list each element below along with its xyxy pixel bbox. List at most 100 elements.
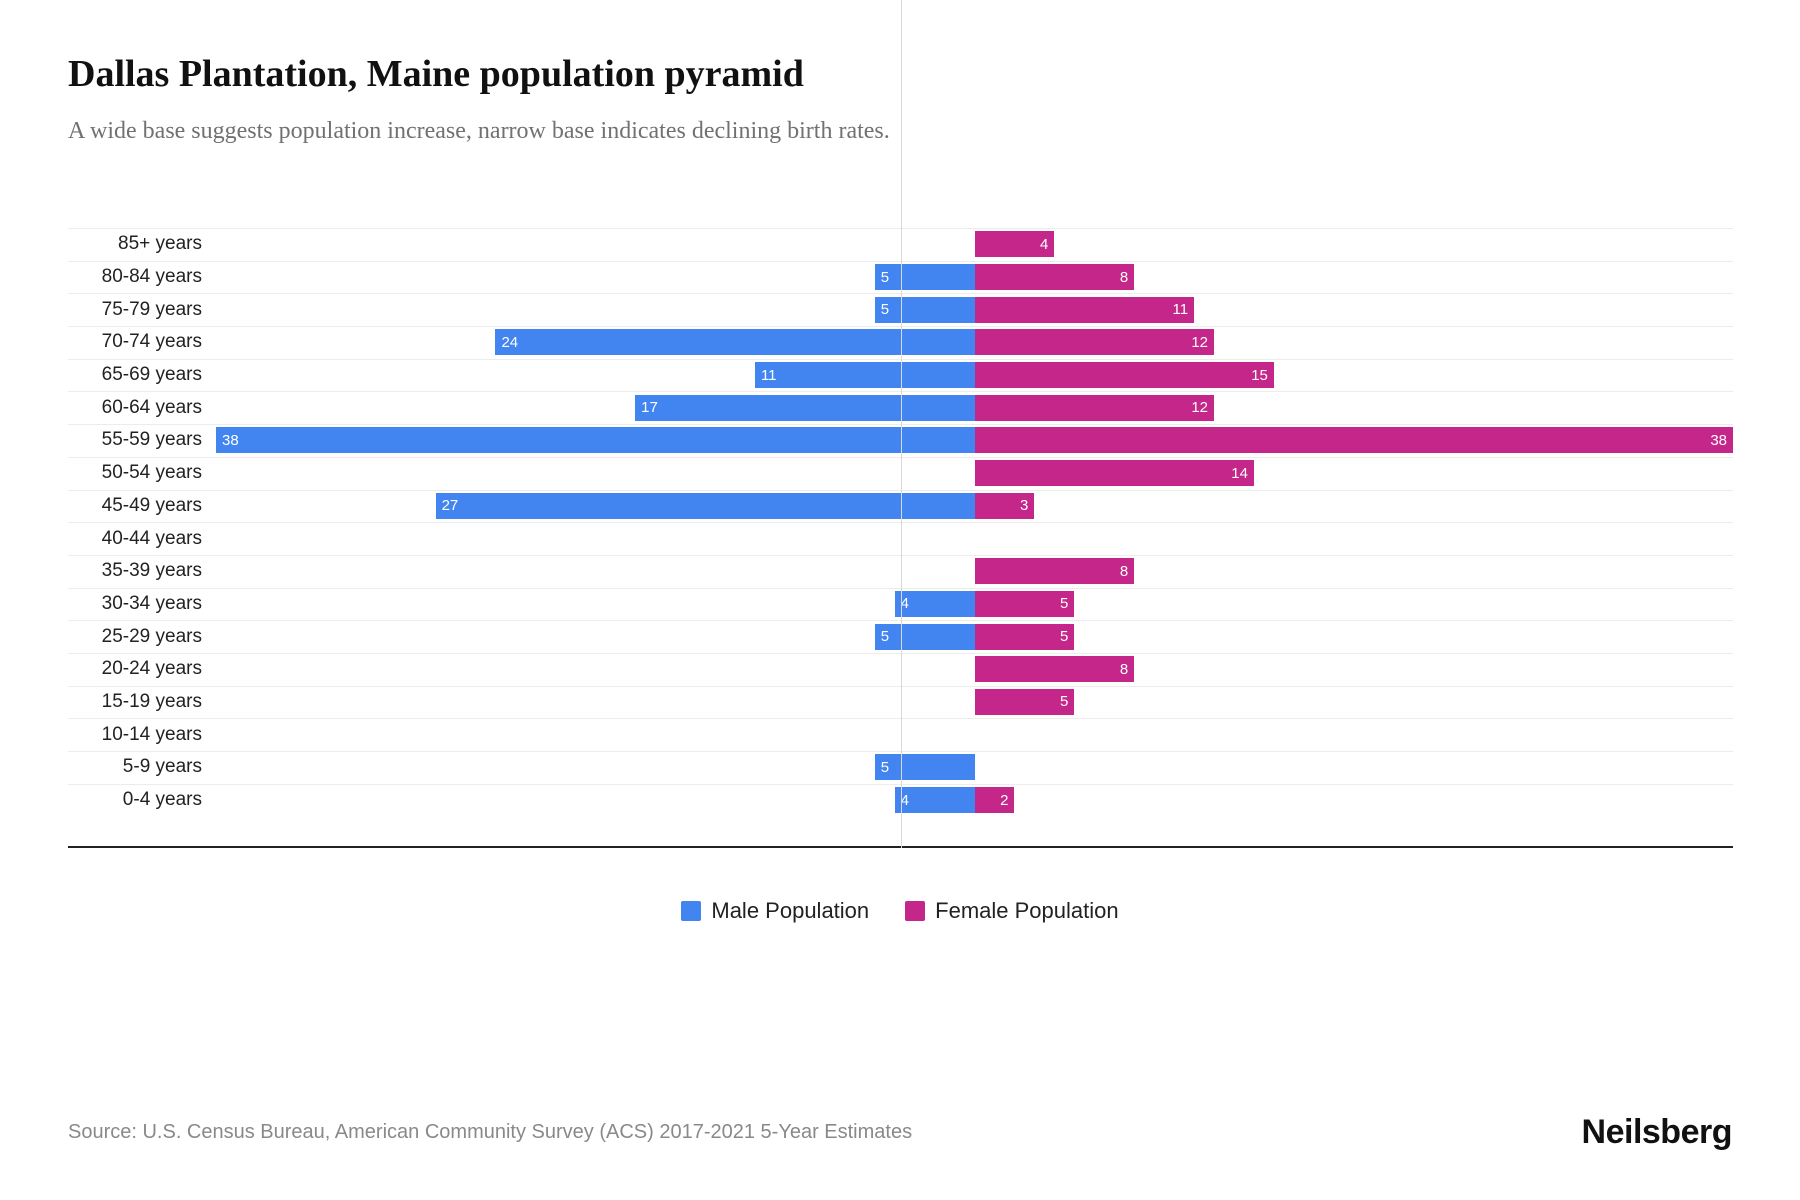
bar-wrap-14: 5 <box>216 686 1733 719</box>
female-bar-value-11: 5 <box>1060 596 1068 611</box>
female-bar-12[interactable]: 5 <box>975 624 1075 650</box>
female-bar-value-4: 15 <box>1251 368 1268 383</box>
legend-item-female: Female Population <box>905 898 1118 924</box>
female-half-1: 8 <box>975 261 1734 294</box>
female-bar-0[interactable]: 4 <box>975 231 1055 257</box>
female-half-7: 14 <box>975 457 1734 490</box>
male-bar-17[interactable]: 4 <box>895 787 975 813</box>
male-half-0 <box>216 228 975 261</box>
male-bar-value-3: 24 <box>501 335 518 350</box>
axis-wrap-14: 5 <box>216 686 1733 719</box>
male-bar-value-12: 5 <box>881 629 889 644</box>
female-bar-value-8: 3 <box>1020 498 1028 513</box>
axis-wrap-2: 5 11 <box>216 293 1733 326</box>
female-bar-value-6: 38 <box>1710 433 1727 448</box>
female-bar-11[interactable]: 5 <box>975 591 1075 617</box>
bar-wrap-2: 5 11 <box>216 293 1733 326</box>
bar-wrap-0: 4 <box>216 228 1733 261</box>
axis-wrap-4: 11 15 <box>216 359 1733 392</box>
female-bar-4[interactable]: 15 <box>975 362 1274 388</box>
bar-wrap-6: 38 38 <box>216 424 1733 457</box>
age-group-label-8: 45-49 years <box>68 495 216 517</box>
female-bar-value-7: 14 <box>1231 466 1248 481</box>
bar-wrap-5: 17 12 <box>216 391 1733 424</box>
female-half-14: 5 <box>975 686 1734 719</box>
legend-item-male: Male Population <box>681 898 869 924</box>
male-half-5: 17 <box>216 391 975 424</box>
female-bar-10[interactable]: 8 <box>975 558 1135 584</box>
female-bar-17[interactable]: 2 <box>975 787 1015 813</box>
female-color-swatch <box>905 901 925 921</box>
male-half-16: 5 <box>216 751 975 784</box>
female-bar-14[interactable]: 5 <box>975 689 1075 715</box>
male-bar-value-6: 38 <box>222 433 239 448</box>
female-bar-value-2: 11 <box>1172 302 1188 317</box>
female-half-11: 5 <box>975 588 1734 621</box>
age-group-label-9: 40-44 years <box>68 528 216 550</box>
bar-wrap-13: 8 <box>216 653 1733 686</box>
bar-wrap-4: 11 15 <box>216 359 1733 392</box>
age-group-label-2: 75-79 years <box>68 299 216 321</box>
male-bar-4[interactable]: 11 <box>755 362 975 388</box>
axis-wrap-5: 17 12 <box>216 391 1733 424</box>
female-half-13: 8 <box>975 653 1734 686</box>
bar-wrap-16: 5 <box>216 751 1733 784</box>
axis-wrap-9 <box>216 522 1733 555</box>
male-half-7 <box>216 457 975 490</box>
age-group-label-7: 50-54 years <box>68 462 216 484</box>
age-group-label-12: 25-29 years <box>68 626 216 648</box>
female-bar-13[interactable]: 8 <box>975 656 1135 682</box>
axis-wrap-8: 27 3 <box>216 490 1733 523</box>
female-half-17: 2 <box>975 784 1734 817</box>
female-bar-2[interactable]: 11 <box>975 297 1195 323</box>
male-bar-2[interactable]: 5 <box>875 297 975 323</box>
female-bar-3[interactable]: 12 <box>975 329 1215 355</box>
neilsberg-logo: Neilsberg <box>1582 1113 1732 1152</box>
male-bar-1[interactable]: 5 <box>875 264 975 290</box>
male-bar-8[interactable]: 27 <box>436 493 975 519</box>
female-half-6: 38 <box>975 424 1734 457</box>
male-half-4: 11 <box>216 359 975 392</box>
source-footer: Source: U.S. Census Bureau, American Com… <box>68 1121 912 1144</box>
female-bar-8[interactable]: 3 <box>975 493 1035 519</box>
bar-wrap-3: 24 12 <box>216 326 1733 359</box>
age-group-label-10: 35-39 years <box>68 560 216 582</box>
male-bar-3[interactable]: 24 <box>495 329 974 355</box>
female-half-16 <box>975 751 1734 784</box>
legend: Male Population Female Population <box>0 898 1800 924</box>
female-bar-5[interactable]: 12 <box>975 395 1215 421</box>
male-bar-12[interactable]: 5 <box>875 624 975 650</box>
male-bar-16[interactable]: 5 <box>875 754 975 780</box>
chart-area: 85+ years 4 80-84 years 5 8 75-79 years 5 11 70-… <box>68 228 1733 848</box>
age-group-label-0: 85+ years <box>68 233 216 255</box>
age-group-label-6: 55-59 years <box>68 429 216 451</box>
male-bar-5[interactable]: 17 <box>635 395 974 421</box>
male-half-6: 38 <box>216 424 975 457</box>
male-bar-6[interactable]: 38 <box>216 427 975 453</box>
male-bar-value-17: 4 <box>901 793 909 808</box>
female-bar-1[interactable]: 8 <box>975 264 1135 290</box>
male-half-10 <box>216 555 975 588</box>
female-bar-value-17: 2 <box>1000 793 1008 808</box>
male-bar-value-2: 5 <box>881 302 889 317</box>
age-group-label-1: 80-84 years <box>68 266 216 288</box>
axis-wrap-3: 24 12 <box>216 326 1733 359</box>
female-bar-6[interactable]: 38 <box>975 427 1734 453</box>
male-half-15 <box>216 718 975 751</box>
female-bar-value-14: 5 <box>1060 694 1068 709</box>
male-bar-value-5: 17 <box>641 400 658 415</box>
male-bar-11[interactable]: 4 <box>895 591 975 617</box>
age-group-label-16: 5-9 years <box>68 756 216 778</box>
female-bar-value-5: 12 <box>1191 400 1208 415</box>
male-bar-value-1: 5 <box>881 270 889 285</box>
female-bar-value-10: 8 <box>1120 564 1128 579</box>
female-bar-7[interactable]: 14 <box>975 460 1254 486</box>
age-group-label-13: 20-24 years <box>68 658 216 680</box>
population-pyramid-page: Dallas Plantation, Maine population pyra… <box>0 0 1800 1200</box>
